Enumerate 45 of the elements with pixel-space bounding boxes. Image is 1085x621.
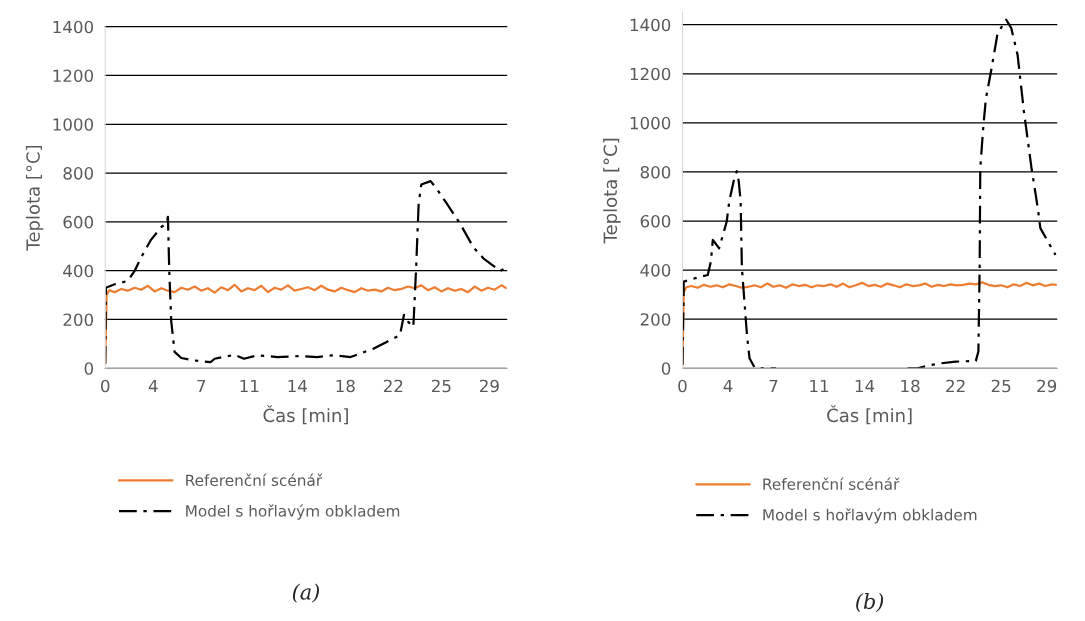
x-axis-title: Čas [min] — [827, 405, 912, 425]
x-tick-label: 11 — [810, 379, 829, 393]
x-tick-label: 25 — [991, 379, 1011, 393]
y-tick-label: 800 — [63, 167, 94, 180]
x-tick-label: 18 — [336, 379, 355, 393]
y-tick-label: 1000 — [630, 116, 671, 130]
y-tick-label: 400 — [63, 264, 94, 278]
x-tick-label: 4 — [723, 379, 733, 393]
x-tick-label: 4 — [148, 379, 158, 393]
x-tick-label: 14 — [288, 379, 307, 393]
y-tick-label: 0 — [84, 362, 94, 375]
line-series — [105, 180, 507, 365]
x-tick-label: 18 — [901, 379, 920, 393]
y-tick-label: 200 — [640, 313, 671, 326]
y-axis-title: Teplota [°C] — [25, 145, 44, 251]
x-tick-label: 25 — [431, 379, 451, 393]
x-tick-label: 7 — [197, 379, 206, 393]
x-tick-label: 0 — [678, 379, 687, 393]
x-tick-label: 14 — [855, 379, 875, 393]
y-tick-label: 1400 — [53, 20, 94, 34]
x-tick-label: 22 — [383, 379, 403, 393]
legend-label: Referenční scénář — [186, 473, 323, 487]
y-tick-label: 1200 — [630, 67, 671, 81]
y-tick-label: 800 — [640, 165, 671, 179]
x-tick-label: 7 — [769, 379, 778, 393]
legend-label: Model s hořlavým obkladem — [763, 508, 977, 524]
x-tick-label: 0 — [101, 379, 110, 393]
y-tick-label: 1400 — [630, 18, 671, 32]
y-tick-label: 0 — [661, 362, 671, 375]
x-tick-label: 11 — [240, 379, 259, 393]
x-axis-title: Čas [min] — [263, 405, 348, 425]
text: (a) — [292, 583, 319, 603]
y-tick-label: 400 — [640, 264, 671, 277]
y-tick-label: 600 — [640, 214, 671, 228]
legend-label: Referenční scénář — [763, 477, 900, 490]
y-tick-label: 600 — [63, 215, 94, 229]
y-tick-label: 1000 — [53, 118, 94, 131]
text: (b) — [856, 593, 884, 613]
y-axis-title: Teplota [°C] — [603, 138, 621, 244]
legend-label: Model s hořlavým obkladem — [186, 504, 400, 520]
x-tick-label: 22 — [946, 379, 965, 393]
x-tick-label: 29 — [1037, 379, 1057, 393]
y-tick-label: 200 — [63, 313, 94, 327]
y-tick-label: 1200 — [53, 69, 94, 83]
x-tick-label: 29 — [479, 379, 499, 393]
